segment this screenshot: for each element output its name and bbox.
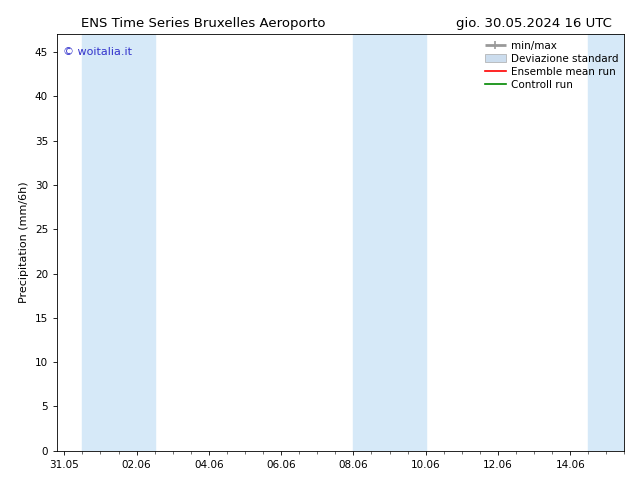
Text: ENS Time Series Bruxelles Aeroporto: ENS Time Series Bruxelles Aeroporto xyxy=(81,17,325,30)
Bar xyxy=(588,34,624,451)
Legend: min/max, Deviazione standard, Ensemble mean run, Controll run: min/max, Deviazione standard, Ensemble m… xyxy=(481,36,623,94)
Text: gio. 30.05.2024 16 UTC: gio. 30.05.2024 16 UTC xyxy=(456,17,612,30)
Bar xyxy=(353,34,425,451)
Text: © woitalia.it: © woitalia.it xyxy=(63,47,132,57)
Bar xyxy=(82,34,155,451)
Y-axis label: Precipitation (mm/6h): Precipitation (mm/6h) xyxy=(19,182,29,303)
